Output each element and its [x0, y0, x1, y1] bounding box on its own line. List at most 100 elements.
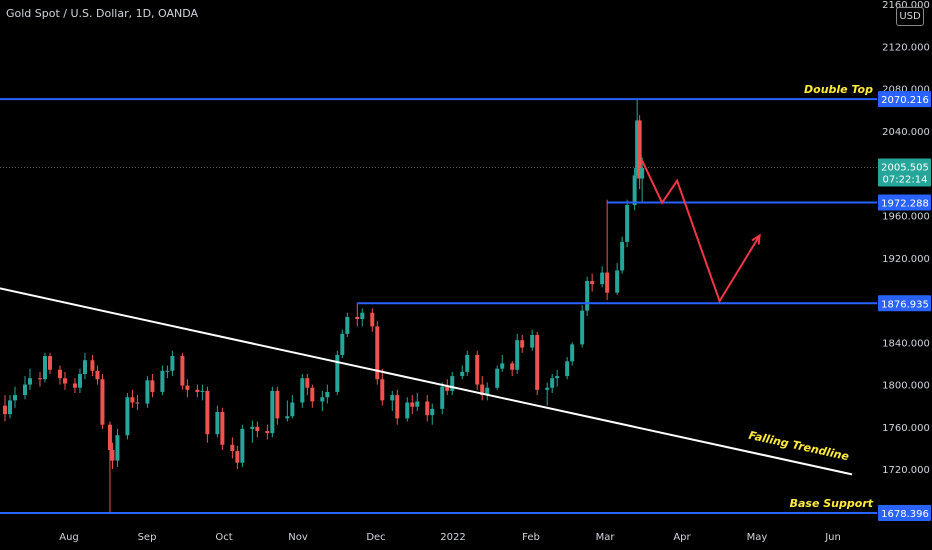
- candle-body: [240, 428, 245, 463]
- candle-body: [555, 376, 560, 379]
- candle-body: [180, 356, 185, 386]
- candle-body: [170, 356, 175, 371]
- candle-body: [430, 408, 435, 416]
- candle-body: [200, 390, 205, 392]
- candle-body: [195, 389, 200, 392]
- candle-body: [405, 402, 410, 419]
- candle-body: [620, 241, 625, 271]
- x-tick-label: Dec: [366, 532, 385, 543]
- candle-body: [637, 120, 642, 179]
- candle-body: [90, 360, 95, 371]
- candle-body: [95, 370, 100, 380]
- candle-body: [615, 270, 620, 293]
- candle-body: [220, 412, 225, 445]
- candle-body: [82, 360, 87, 374]
- candle-body: [325, 391, 330, 398]
- candle-body: [590, 281, 595, 285]
- candle-body: [515, 340, 520, 370]
- candle-body: [510, 363, 515, 370]
- candle-body: [640, 167, 645, 179]
- x-tick-label: 2022: [440, 532, 465, 543]
- level-badge-label: 1972.288: [881, 199, 929, 210]
- candle-body: [550, 378, 555, 388]
- y-tick-label: 2120.000: [882, 42, 930, 53]
- candle-body: [535, 334, 540, 390]
- candle-body: [360, 312, 365, 320]
- candle-body: [355, 316, 360, 320]
- x-tick-label: May: [747, 532, 768, 543]
- level-badge: [878, 295, 931, 312]
- x-tick-label: Nov: [288, 532, 308, 543]
- level-badge: [878, 505, 931, 522]
- levels-layer: [0, 98, 877, 515]
- candle-body: [635, 120, 640, 176]
- candle-body: [27, 378, 32, 385]
- level-badge: [878, 91, 931, 108]
- candle-body: [305, 378, 310, 388]
- candle-body: [410, 402, 415, 407]
- candle-body: [605, 272, 610, 293]
- countdown-label: 07:22:14: [883, 174, 928, 185]
- candle-body: [625, 204, 630, 242]
- x-tick-label: Apr: [673, 532, 691, 543]
- candle-body: [135, 402, 140, 404]
- candle-body: [250, 426, 255, 429]
- candle-body: [22, 384, 27, 396]
- x-tick-label: Sep: [138, 532, 157, 543]
- level-badge-label: 2070.216: [881, 95, 929, 106]
- candle-body: [370, 312, 375, 327]
- candle-body: [115, 435, 120, 461]
- candle-body: [465, 354, 470, 372]
- candle-body: [160, 370, 165, 392]
- candle-body: [480, 384, 485, 396]
- candle-body: [395, 395, 400, 419]
- x-tick-label: Feb: [522, 532, 540, 543]
- candle-body: [340, 333, 345, 355]
- candle-body: [300, 378, 305, 403]
- candle-body: [632, 175, 637, 205]
- current-price-label: 2005.505: [881, 162, 929, 173]
- candle-body: [425, 401, 430, 416]
- y-tick-label: 1720.000: [882, 465, 930, 476]
- x-tick-label: Aug: [59, 532, 79, 543]
- candle-body: [7, 400, 12, 415]
- candles-layer: [2, 99, 645, 514]
- y-tick-label: 1960.000: [882, 212, 930, 223]
- candle-body: [290, 402, 295, 417]
- candle-body: [585, 281, 590, 311]
- candle-body: [12, 395, 17, 401]
- candle-body: [37, 378, 42, 380]
- candle-body: [380, 379, 385, 401]
- candle-body: [107, 424, 112, 451]
- candle-body: [345, 316, 350, 334]
- candle-body: [495, 368, 500, 388]
- candle-body: [335, 354, 340, 392]
- candle-body: [255, 426, 260, 432]
- candle-body: [285, 416, 290, 419]
- candle-body: [520, 340, 525, 348]
- candle-body: [440, 386, 445, 409]
- y-tick-label: 2040.000: [882, 127, 930, 138]
- candle-body: [42, 356, 47, 380]
- currency-button[interactable]: USD: [896, 7, 924, 26]
- candle-body: [265, 431, 270, 434]
- candle-body: [2, 405, 7, 415]
- candle-body: [130, 397, 135, 403]
- candle-body: [100, 379, 105, 425]
- candle-body: [185, 385, 190, 390]
- x-tick-label: Mar: [596, 532, 616, 543]
- candle-body: [485, 387, 490, 396]
- level-badge-label: 1876.935: [881, 299, 929, 310]
- candle-body: [580, 310, 585, 345]
- candle-body: [565, 361, 570, 377]
- candle-body: [320, 397, 325, 402]
- y-tick-label: 1920.000: [882, 254, 930, 265]
- candle-body: [145, 380, 150, 404]
- candle-body: [165, 370, 170, 372]
- candle-body: [450, 376, 455, 391]
- x-tick-label: Oct: [215, 532, 232, 543]
- candle-body: [445, 386, 450, 391]
